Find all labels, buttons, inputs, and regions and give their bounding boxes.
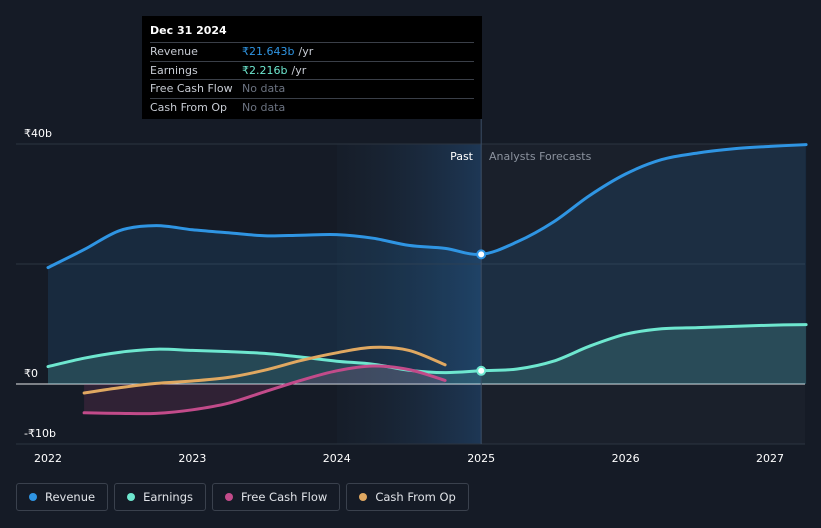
earnings-area xyxy=(48,324,807,384)
y-axis-labels: ₹40b ₹0 -₹10b xyxy=(24,127,56,440)
earnings-line xyxy=(46,323,808,375)
tooltip-unit: /yr xyxy=(298,45,314,59)
legend-label: Free Cash Flow xyxy=(241,490,328,504)
tooltip-row-free-cash-flow: Free Cash Flow No data xyxy=(150,79,474,98)
legend-label: Earnings xyxy=(143,490,193,504)
y-tick-label: ₹0 xyxy=(24,367,38,380)
forecast-background xyxy=(481,144,805,444)
series-lines xyxy=(46,143,808,416)
x-tick-label: 2025 xyxy=(467,452,495,465)
hover-markers xyxy=(476,249,487,376)
tooltip-date: Dec 31 2024 xyxy=(150,24,227,37)
tooltip: Dec 31 2024 Revenue ₹21.643b /yr Earning… xyxy=(142,16,482,119)
tooltip-row-cash-from-op: Cash From Op No data xyxy=(150,97,474,117)
legend: Revenue Earnings Free Cash Flow Cash Fro… xyxy=(16,483,469,513)
earnings-marker xyxy=(476,365,487,376)
free-cash-flow-line xyxy=(82,364,447,416)
gridlines xyxy=(16,143,805,445)
legend-label: Cash From Op xyxy=(375,490,456,504)
past-label: Past xyxy=(450,150,474,163)
revenue-area xyxy=(48,144,807,384)
series-fills xyxy=(48,144,807,414)
y-tick-label: ₹40b xyxy=(24,127,52,140)
tooltip-row-revenue: Revenue ₹21.643b /yr xyxy=(150,42,474,61)
legend-dot-icon xyxy=(225,493,233,501)
tooltip-value: ₹21.643b xyxy=(242,45,295,59)
legend-item-free-cash-flow[interactable]: Free Cash Flow xyxy=(212,483,341,511)
x-tick-label: 2024 xyxy=(323,452,351,465)
legend-dot-icon xyxy=(127,493,136,501)
tooltip-unit: /yr xyxy=(291,63,307,77)
legend-label: Revenue xyxy=(45,490,96,504)
legend-item-earnings[interactable]: Earnings xyxy=(114,483,206,511)
legend-item-revenue[interactable]: Revenue xyxy=(16,483,109,511)
y-tick-label: -₹10b xyxy=(24,427,56,440)
tooltip-value: No data xyxy=(242,82,286,96)
tooltip-label: Free Cash Flow xyxy=(150,82,233,96)
past-highlight-band xyxy=(337,144,481,444)
tooltip-label: Cash From Op xyxy=(150,100,228,114)
cash-from-op-line xyxy=(82,345,447,395)
legend-dot-icon xyxy=(29,493,37,501)
x-tick-label: 2027 xyxy=(756,452,784,465)
free-cash-flow-area xyxy=(84,365,446,414)
legend-dot-icon xyxy=(359,493,368,501)
legend-item-cash-from-op[interactable]: Cash From Op xyxy=(346,483,469,511)
tooltip-value: ₹2.216b xyxy=(242,63,288,77)
forecast-label: Analysts Forecasts xyxy=(489,150,592,163)
x-tick-label: 2023 xyxy=(178,452,206,465)
revenue-marker xyxy=(476,249,487,260)
revenue-line xyxy=(46,143,808,270)
x-tick-label: 2022 xyxy=(34,452,62,465)
x-axis-labels: 2022 2023 2024 2025 2026 2027 xyxy=(34,452,784,465)
tooltip-label: Revenue xyxy=(150,45,198,59)
x-tick-label: 2026 xyxy=(612,452,640,465)
tooltip-row-earnings: Earnings ₹2.216b /yr xyxy=(150,60,474,80)
tooltip-value: No data xyxy=(242,100,286,114)
tooltip-label: Earnings xyxy=(150,63,198,77)
